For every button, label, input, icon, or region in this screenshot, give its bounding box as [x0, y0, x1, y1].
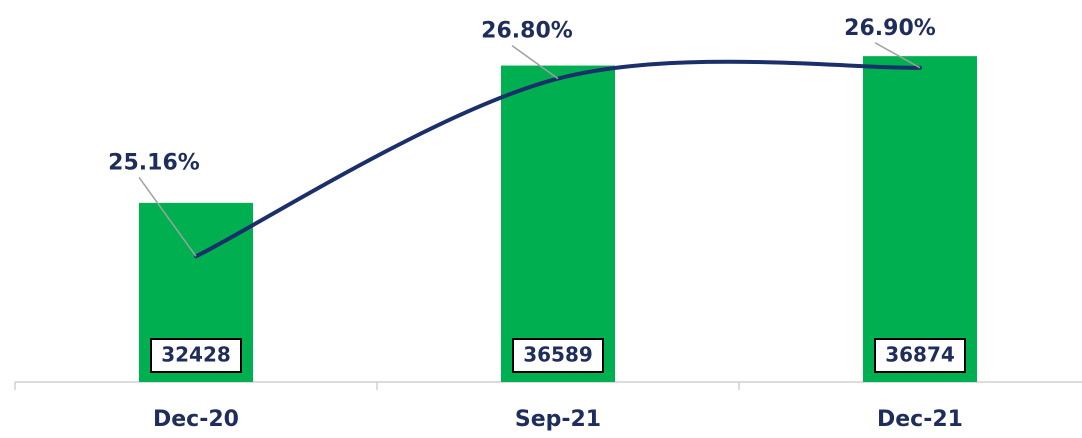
value-label: 32428 [161, 343, 231, 367]
x-tick-label: Sep-21 [515, 407, 601, 432]
leader-line [511, 44, 559, 80]
bar [501, 65, 615, 383]
line-label: 25.16% [108, 150, 200, 175]
value-label-box [512, 338, 604, 373]
bar [863, 56, 977, 383]
leader-line [874, 42, 921, 69]
line-label: 26.80% [481, 19, 573, 44]
x-tick-label: Dec-20 [153, 407, 239, 432]
line-label: 26.90% [844, 16, 936, 41]
value-label: 36874 [885, 343, 955, 367]
value-label: 36589 [523, 343, 593, 367]
x-tick-label: Dec-21 [877, 407, 963, 432]
leader-line [138, 176, 197, 257]
value-label-box [874, 338, 966, 373]
value-label-box [150, 338, 242, 373]
